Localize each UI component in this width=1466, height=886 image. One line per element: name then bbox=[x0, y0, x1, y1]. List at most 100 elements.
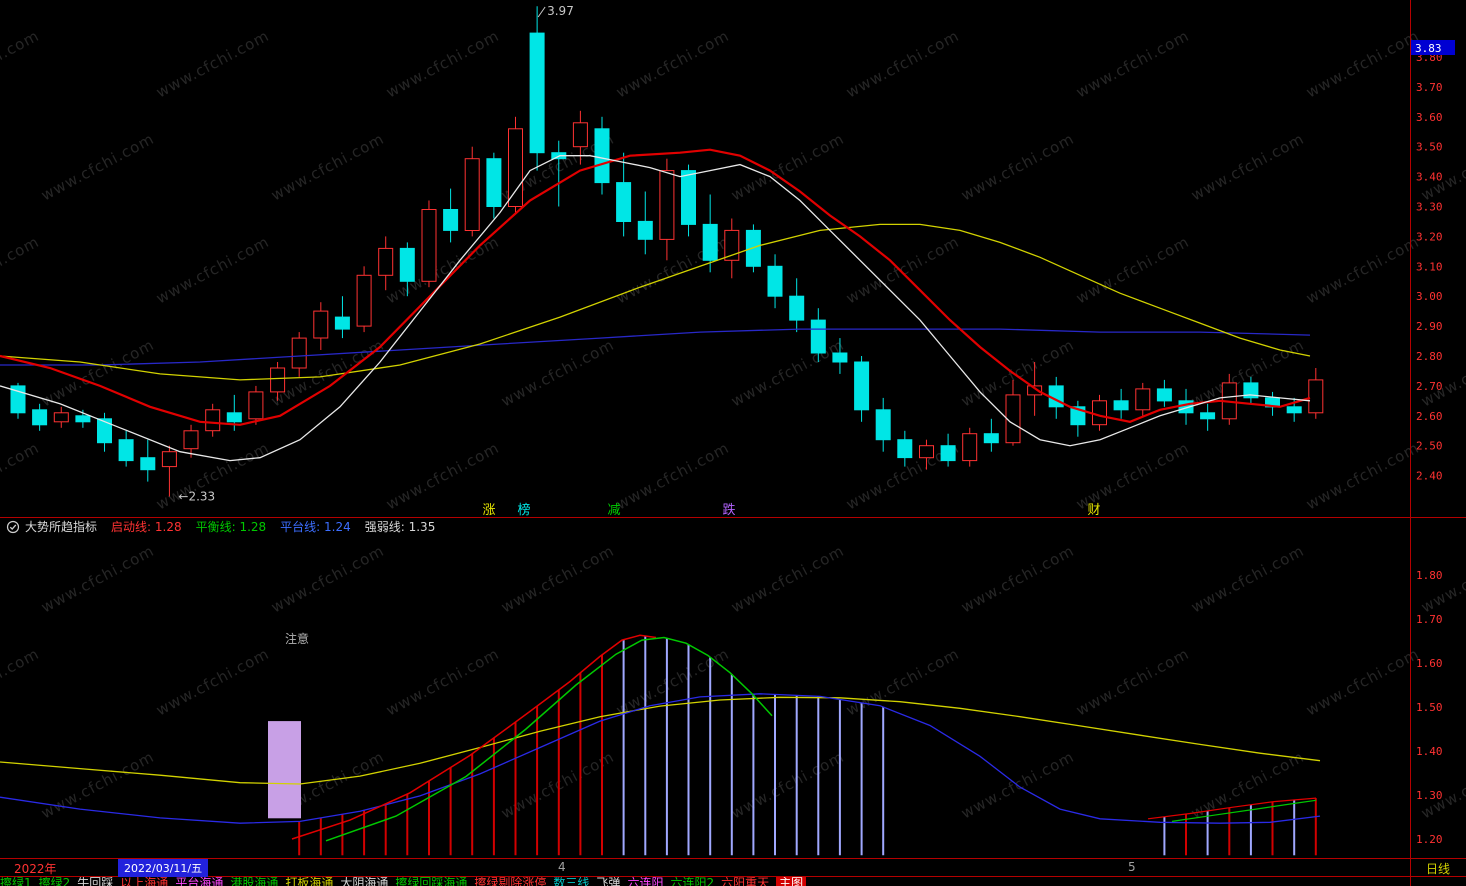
indicator-header[interactable]: 大势所趋指标 启动线: 1.28 平衡线: 1.28 平台线: 1.24 强弱线: 1… bbox=[6, 519, 449, 535]
candle-body bbox=[356, 274, 372, 327]
candle-body bbox=[75, 415, 91, 423]
bottom-menu-strip[interactable]: 擦绿1 擦绿2 牛回踩 以上海通 平台海通 港股海通 打板海通 大阴海通 擦绿回踩海通 擦绿剔除涨… bbox=[0, 877, 1408, 886]
month-marker: 5 bbox=[1128, 860, 1136, 874]
indicator-annotation: 注意 bbox=[285, 631, 309, 646]
candle-body bbox=[313, 310, 329, 339]
signal-marker: 财 bbox=[1087, 503, 1100, 518]
menu-item[interactable]: 数三线 bbox=[553, 877, 590, 886]
menu-item[interactable]: 大阴海通 bbox=[340, 877, 389, 886]
candle-body bbox=[810, 319, 826, 354]
price-axis-label: 2.60 bbox=[1416, 410, 1443, 423]
period-selector[interactable]: 日线 bbox=[1426, 862, 1451, 876]
indicator-axis-label: 1.20 bbox=[1416, 833, 1443, 846]
candle-body bbox=[637, 220, 653, 240]
menu-item[interactable]: 打板海通 bbox=[285, 877, 334, 886]
indicator-legend-item-2: 平台线: 1.24 bbox=[280, 520, 351, 534]
latest-price-badge-label: 3.83 bbox=[1415, 42, 1442, 55]
signal-marker: 减 bbox=[607, 503, 620, 518]
price-axis-label: 3.60 bbox=[1416, 111, 1443, 124]
menu-item[interactable]: 六连阳2 bbox=[670, 877, 715, 886]
candle-body bbox=[854, 361, 870, 411]
latest-price-badge bbox=[1411, 40, 1455, 55]
price-axis-label: 2.80 bbox=[1416, 350, 1443, 363]
menu-badge[interactable]: 主图 bbox=[776, 877, 807, 886]
selected-date-box: 2022/03/11/五 bbox=[118, 859, 209, 877]
candle-body bbox=[572, 122, 588, 148]
candle-body bbox=[118, 439, 134, 462]
candle-body bbox=[616, 182, 632, 223]
menu-item[interactable]: 以上海通 bbox=[120, 877, 169, 886]
candle-body bbox=[443, 209, 459, 231]
high-annotation-pointer bbox=[537, 6, 546, 18]
indicator-red_tail-line bbox=[1147, 797, 1317, 820]
candle-body bbox=[724, 229, 740, 261]
indicator-axis-label: 1.60 bbox=[1416, 657, 1443, 670]
price-axis-label: 3.50 bbox=[1416, 141, 1443, 154]
menu-item[interactable]: 平台海通 bbox=[175, 877, 224, 886]
candle-body bbox=[97, 418, 112, 444]
candle-body bbox=[32, 409, 48, 426]
signal-marker: 跌 bbox=[722, 502, 735, 518]
candle-body bbox=[334, 316, 350, 330]
indicator-legend-item-3: 强弱线: 1.35 bbox=[364, 520, 436, 534]
menu-item[interactable]: 港股海通 bbox=[230, 877, 279, 886]
price-axis-label: 3.20 bbox=[1416, 230, 1443, 243]
price-axis-label: 3.30 bbox=[1416, 201, 1443, 214]
menu-item[interactable]: 擦绿剔除涨停 bbox=[474, 877, 547, 886]
low-price-annotation: ←2.33 bbox=[178, 490, 215, 504]
ma_blue-line bbox=[0, 328, 1311, 366]
candle-body bbox=[940, 445, 956, 462]
candle-body bbox=[248, 391, 264, 420]
candle-body bbox=[702, 223, 718, 261]
indicator-legend-item-0: 启动线: 1.28 bbox=[111, 520, 182, 534]
candle-body bbox=[789, 295, 805, 321]
year-label: 2022年 bbox=[14, 862, 57, 876]
candle-body bbox=[1200, 412, 1216, 420]
candle-body bbox=[659, 170, 675, 240]
candle-body bbox=[962, 433, 978, 462]
candle-body bbox=[291, 337, 307, 369]
high-price-annotation: 3.97 bbox=[547, 4, 574, 18]
menu-item[interactable]: 六阳重天 bbox=[721, 877, 770, 886]
candle-body bbox=[161, 451, 177, 468]
candle-body bbox=[1243, 382, 1259, 399]
candle-body bbox=[464, 158, 480, 231]
price-axis-label: 3.00 bbox=[1416, 290, 1443, 303]
candle-body bbox=[875, 409, 891, 441]
menu-item[interactable]: 飞弹 bbox=[596, 877, 621, 886]
candle-body bbox=[897, 439, 913, 459]
indicator-title: 大势所趋指标 bbox=[25, 520, 98, 534]
indicator-green_tail-line bbox=[1171, 799, 1317, 822]
candle-body bbox=[399, 247, 415, 282]
candle-body bbox=[1156, 388, 1172, 402]
candle-body bbox=[767, 265, 783, 297]
menu-item[interactable]: 牛回踩 bbox=[77, 877, 114, 886]
menu-item[interactable]: 六连阳 bbox=[627, 877, 664, 886]
candle-body bbox=[529, 32, 545, 154]
signal-marker: 涨 bbox=[482, 503, 495, 518]
candle-body bbox=[183, 430, 199, 450]
menu-item[interactable]: 擦绿回踩海通 bbox=[395, 877, 468, 886]
indicator-axis-label: 1.40 bbox=[1416, 745, 1443, 758]
indicator-toggle-icon[interactable] bbox=[6, 520, 20, 534]
indicator-yellow-line bbox=[0, 696, 1321, 785]
price-axis-label: 3.10 bbox=[1416, 260, 1443, 273]
indicator-blue-line bbox=[0, 693, 1321, 824]
price-axis-label: 2.50 bbox=[1416, 440, 1443, 453]
ma_white-line bbox=[0, 155, 1311, 462]
price-axis-label: 3.70 bbox=[1416, 81, 1443, 94]
candle-body bbox=[919, 445, 934, 459]
menu-item[interactable]: 擦绿2 bbox=[38, 877, 71, 886]
candle-body bbox=[53, 412, 69, 423]
highlight-block bbox=[268, 721, 301, 819]
candle-body bbox=[594, 128, 610, 184]
indicator-axis-label: 1.70 bbox=[1416, 613, 1443, 626]
candle-body bbox=[378, 247, 394, 276]
candle-body bbox=[681, 170, 696, 225]
indicator-red-line bbox=[291, 634, 657, 840]
signal-marker: 榜 bbox=[517, 502, 530, 518]
month-marker: 4 bbox=[558, 860, 566, 874]
menu-item[interactable]: 擦绿1 bbox=[0, 877, 32, 886]
